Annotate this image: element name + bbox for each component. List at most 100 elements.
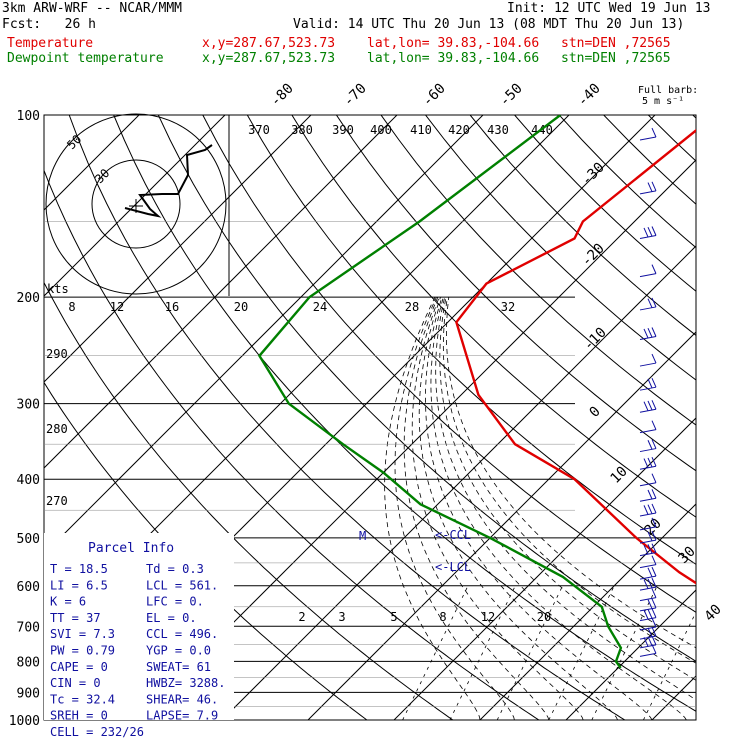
dry-adiabat (692, 115, 696, 119)
wind-barbs: Full barb:5 m s⁻¹ (638, 85, 698, 657)
mixing-ratio-label: 8 (439, 610, 446, 624)
parcel-row-right: EL = 0. (146, 611, 197, 625)
mixing-ratio-label: 12 (481, 610, 495, 624)
isotherm-label: 0 (587, 404, 604, 421)
isotherm (44, 115, 398, 469)
dewpoint-station: stn=DEN ,72565 (561, 51, 671, 66)
dewpoint-legend-label: Dewpoint temperature (7, 51, 164, 66)
dewpoint-profile (257, 115, 623, 669)
parcel-row-left: T = 18.5 (50, 562, 108, 576)
parcel-row-left: CAPE = 0 (50, 660, 108, 674)
wind-barb (639, 635, 657, 649)
isotherm-label: 40 (702, 602, 725, 625)
parcel-row-right: LFC = 0. (146, 595, 204, 609)
valid-time: Valid: 14 UTC Thu 20 Jun 13 (08 MDT Thu … (293, 17, 685, 32)
profiles (257, 115, 696, 669)
wind-barb (639, 400, 657, 413)
mixing-ratio-line (402, 585, 469, 721)
ccl-marker: <-CCL (435, 528, 471, 542)
pressure-label: 700 (17, 620, 40, 635)
parcel-row-left: SVI = 7.3 (50, 627, 115, 641)
parcel-row-right: CCL = 496. (146, 627, 218, 641)
parcel-row-left: CELL = 232/26 (50, 725, 144, 739)
temperature-station: stn=DEN ,72565 (561, 36, 671, 51)
parcel-row-right: HWBZ= 3288. (146, 676, 225, 690)
parcel-row-left: TT = 37 (50, 611, 101, 625)
theta-label: 370 (248, 123, 270, 137)
dry-adiabat (514, 115, 696, 292)
wind-scale-label: 28 (405, 300, 419, 314)
wind-scale-label: 20 (234, 300, 248, 314)
moist-adiabat (439, 297, 696, 681)
moist-adiabat (384, 296, 481, 721)
pressure-label: 1000 (9, 714, 40, 729)
parcel-row-left: SREH = 0 (50, 709, 108, 723)
barb-legend-title: Full barb: (638, 85, 698, 96)
pressure-label: 600 (17, 580, 40, 595)
dry-adiabat (335, 115, 696, 472)
wind-barb (639, 644, 657, 657)
isotherm-label: -70 (341, 81, 370, 110)
parcel-row-left: Tc = 32.4 (50, 692, 115, 706)
mixing-ratio-line (548, 585, 615, 721)
wind-barb (639, 297, 657, 311)
isotherm (479, 503, 696, 721)
hodograph-trace (124, 144, 213, 218)
parcel-row-left: CIN = 0 (50, 676, 101, 690)
temperature-latlon: lat,lon= 39.83,-104.66 (367, 36, 540, 51)
parcel-row-left: LI = 6.5 (50, 578, 108, 592)
theta-label: 390 (332, 123, 354, 137)
mixing-ratio-label: 3 (338, 610, 345, 624)
wind-barb (639, 420, 657, 434)
parcel-row-right: YGP = 0.0 (146, 644, 211, 658)
theta-label: 420 (448, 123, 470, 137)
isotherm (44, 115, 226, 297)
wind-barb (639, 127, 657, 141)
wind-barb (639, 226, 657, 239)
wind-barb (639, 555, 657, 569)
wind-barb (639, 377, 657, 391)
parcel-row-right: Td = 0.3 (146, 562, 204, 576)
mixing-ratio-label: 5 (390, 610, 397, 624)
wind-barb (639, 473, 657, 487)
wind-barb (639, 503, 657, 517)
wind-barb (639, 517, 657, 531)
mixing-ratio-line (496, 585, 563, 721)
wind-barb (639, 327, 657, 340)
wind-scale-label: 12 (110, 300, 124, 314)
dry-adiabat (246, 115, 696, 565)
hodograph-ring-label: 50 (64, 132, 84, 152)
dry-adiabat (291, 115, 696, 518)
hodograph-unit: kts (47, 282, 69, 296)
pressure-label: 300 (17, 398, 40, 413)
mixing-ratio-label: 2 (298, 610, 305, 624)
parcel-row-right: LAPSE= 7.9 (146, 709, 218, 723)
wind-barb (639, 530, 657, 544)
wind-barb (639, 457, 657, 470)
isotherm (393, 417, 696, 721)
dry-adiabat (469, 115, 696, 336)
isotherm-label: -60 (420, 81, 449, 110)
wind-barb (639, 181, 657, 195)
parcel-row-right: SHEAR= 46. (146, 692, 218, 706)
parcel-row-right: SWEAT= 61 (146, 660, 211, 674)
parcel-row-left: PW = 0.79 (50, 644, 115, 658)
pressure-label: 500 (17, 532, 40, 547)
wind-barb (639, 608, 657, 622)
wind-barb (639, 577, 657, 591)
forecast-hour: Fcst: 26 h (2, 17, 96, 32)
mixing-ratio-label: 20 (537, 610, 551, 624)
isotherm-label: -10 (581, 325, 610, 354)
dry-adiabat (202, 115, 696, 613)
pressure-label: 100 (17, 109, 40, 124)
pressure-label: 800 (17, 655, 40, 670)
pressure-label: 900 (17, 686, 40, 701)
wind-scale-label: 24 (313, 300, 327, 314)
dry-adiabat (647, 115, 696, 162)
dewpoint-xy: x,y=287.67,523.73 (202, 51, 336, 66)
pressure-label: 200 (17, 291, 40, 306)
wind-barb (639, 264, 657, 278)
barb-legend-unit: 5 m s⁻¹ (642, 96, 684, 107)
